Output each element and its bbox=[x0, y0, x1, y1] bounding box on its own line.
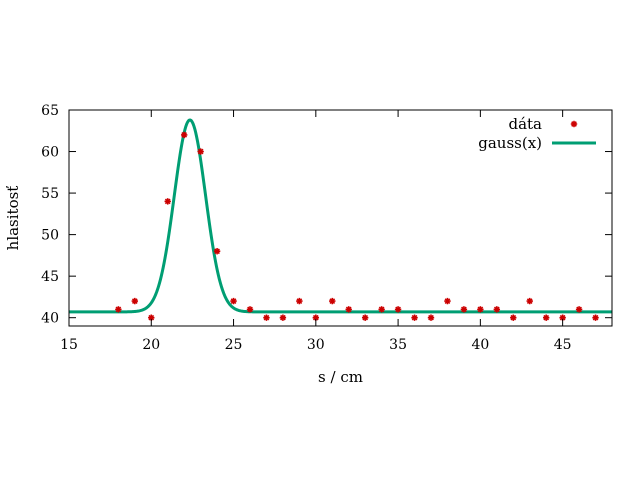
legend-marker-data bbox=[570, 120, 578, 128]
y-tick-label: 65 bbox=[41, 103, 59, 119]
data-point bbox=[197, 148, 204, 155]
data-point bbox=[246, 306, 254, 313]
data-point bbox=[131, 297, 139, 305]
plot-frame bbox=[68, 109, 613, 327]
data-point bbox=[115, 306, 122, 313]
data-point bbox=[427, 314, 435, 321]
data-point bbox=[296, 297, 303, 305]
data-point bbox=[526, 297, 533, 305]
x-tick-label: 20 bbox=[142, 337, 160, 353]
x-tick-label: 15 bbox=[60, 337, 78, 353]
legend-label-data: dáta bbox=[508, 115, 542, 133]
y-tick-label: 45 bbox=[41, 269, 59, 285]
y-tick-label: 60 bbox=[41, 145, 59, 161]
data-point bbox=[575, 306, 583, 313]
data-point bbox=[460, 306, 468, 313]
x-axis-label: s / cm bbox=[318, 368, 363, 386]
data-point bbox=[394, 306, 402, 313]
x-tick-label: 35 bbox=[389, 337, 407, 353]
data-point bbox=[510, 314, 517, 321]
data-point bbox=[164, 198, 171, 205]
x-tick-label: 25 bbox=[225, 337, 243, 353]
ticks: 15 20 25 30 35 40 45 40 45 50 55 60 65 bbox=[41, 103, 612, 353]
data-point bbox=[493, 306, 501, 313]
data-point bbox=[361, 314, 369, 321]
data-point bbox=[213, 248, 221, 255]
data-point bbox=[477, 306, 484, 313]
data-point bbox=[592, 314, 599, 321]
data-point bbox=[444, 297, 451, 305]
data-point bbox=[345, 306, 352, 313]
data-point bbox=[411, 314, 418, 321]
x-tick-label: 40 bbox=[471, 337, 489, 353]
data-point bbox=[263, 314, 270, 321]
data-point bbox=[230, 297, 237, 305]
y-tick-label: 50 bbox=[41, 228, 59, 244]
x-tick-label: 45 bbox=[554, 337, 572, 353]
data-point bbox=[148, 314, 155, 321]
y-tick-label: 40 bbox=[41, 311, 59, 327]
data-point bbox=[329, 297, 336, 305]
plot-content bbox=[68, 118, 613, 321]
data-point bbox=[312, 314, 320, 321]
data-point bbox=[378, 306, 385, 313]
y-axis-label: hlasitosť bbox=[4, 186, 22, 251]
gauss-curve bbox=[68, 118, 613, 314]
y-tick-label: 55 bbox=[41, 186, 59, 202]
data-point bbox=[542, 314, 550, 321]
legend-label-gauss: gauss(x) bbox=[478, 134, 542, 152]
data-point bbox=[180, 131, 188, 139]
data-point bbox=[279, 314, 287, 321]
x-tick-label: 30 bbox=[307, 337, 325, 353]
